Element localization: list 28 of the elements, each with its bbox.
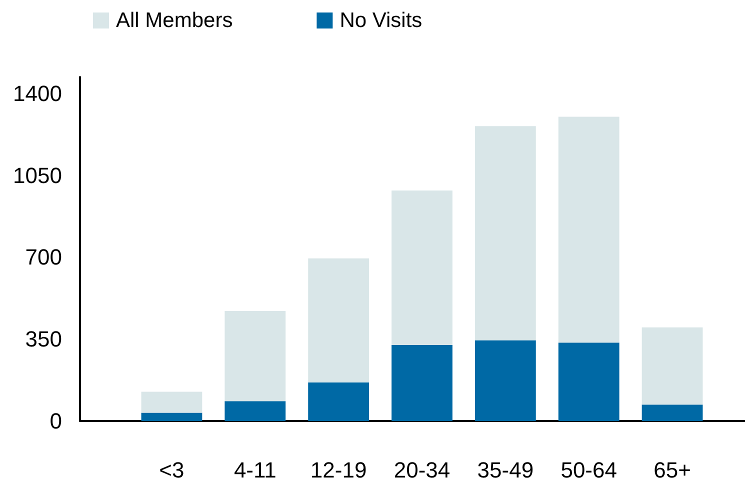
y-tick-label: 1050 [13,162,62,188]
bar [642,404,703,421]
bar [392,344,452,421]
x-tick-label: 50-64 [560,458,617,482]
bar [474,126,536,340]
y-tick-label: 350 [25,326,62,352]
x-tick-label: 35-49 [477,458,534,482]
x-tick-label: 65+ [654,458,691,482]
y-tick-label: 0 [50,408,62,434]
x-tick-label: <3 [159,458,184,482]
y-tick-label: 700 [25,244,62,270]
bar [224,401,286,421]
legend-label: All Members [116,9,233,32]
bar [141,392,202,413]
bar [642,327,703,405]
bar [308,258,370,382]
bar [558,342,620,421]
legend-label: No Visits [340,9,422,32]
x-tick-label: 4-11 [234,458,276,482]
x-tick-label: 20-34 [394,458,450,482]
bar [224,311,286,402]
y-tick-label: 1400 [13,80,62,106]
bar [392,190,452,345]
bar [474,340,536,421]
bar [558,116,620,343]
bar [308,382,370,421]
x-tick-label: 12-19 [310,458,367,482]
bar [141,412,202,421]
